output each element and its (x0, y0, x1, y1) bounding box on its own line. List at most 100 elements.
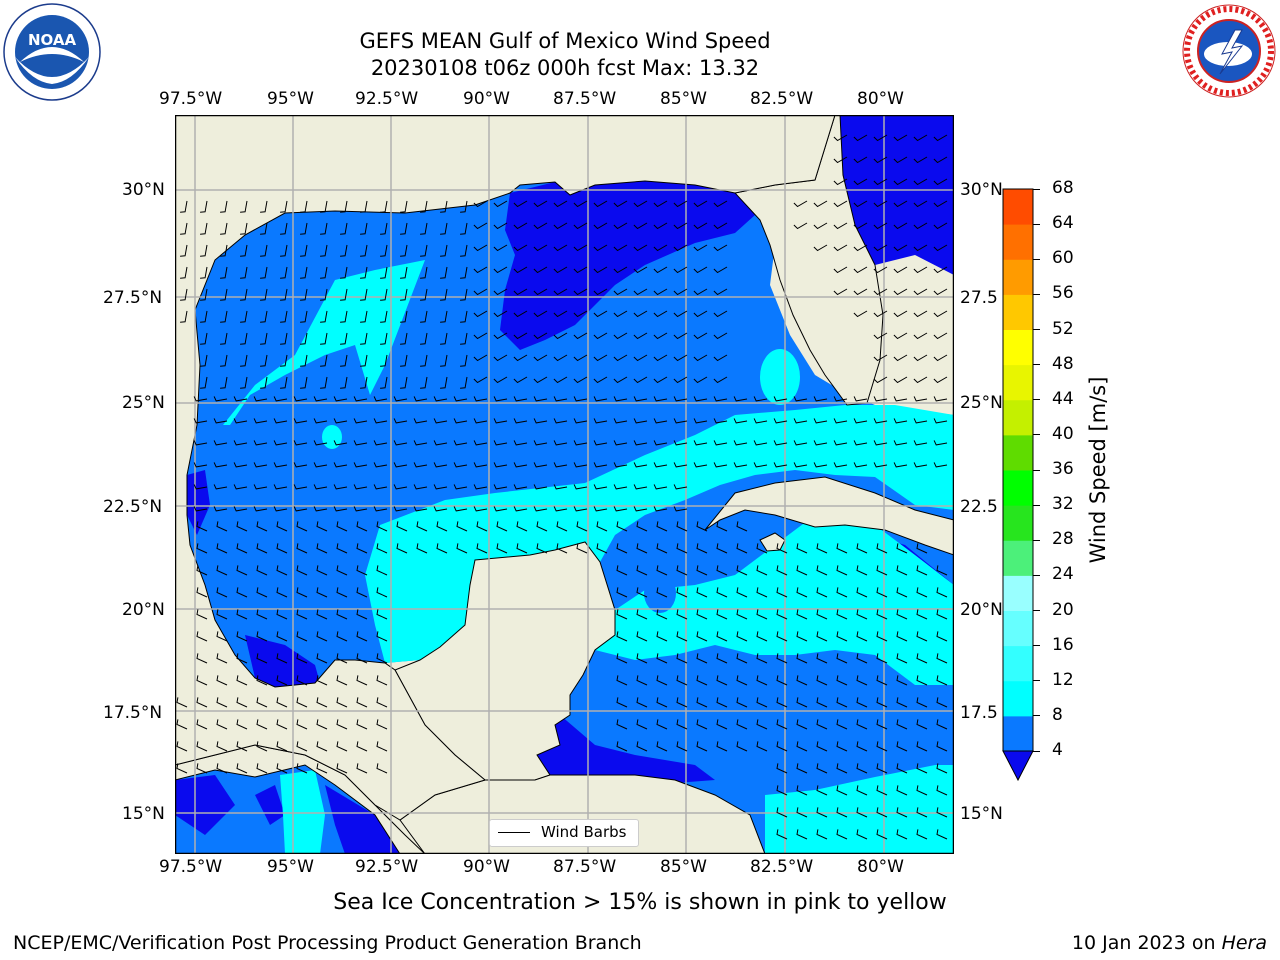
wind-barb (256, 741, 268, 752)
colorbar-cell (1003, 399, 1033, 436)
wind-barb (853, 418, 868, 424)
wind-barb (936, 631, 948, 642)
breeze-spot-caribbean (644, 573, 676, 613)
wind-barb (360, 222, 368, 235)
wind-barb (273, 396, 288, 402)
wind-barb (200, 332, 208, 345)
wind-barb (756, 565, 768, 576)
wind-barb (493, 418, 508, 424)
wind-barb (593, 288, 608, 296)
wind-barb (400, 310, 408, 323)
wind-barb (913, 354, 928, 362)
wind-barb (833, 418, 848, 424)
wind-barb (553, 266, 568, 274)
wind-barb (516, 521, 528, 532)
wind-barb (356, 543, 368, 554)
wind-barb (873, 376, 888, 384)
wind-barb (733, 440, 748, 446)
wind-barb (856, 697, 868, 708)
breeze-region-pacific (280, 770, 325, 854)
wind-barb (176, 719, 188, 730)
wind-barb (420, 244, 428, 257)
wind-barb (213, 440, 228, 446)
wind-barb (193, 440, 208, 446)
wind-barb (316, 609, 328, 620)
wind-barb (320, 332, 328, 345)
wind-barb (916, 763, 928, 774)
wind-barb (833, 244, 848, 252)
wind-barb (373, 484, 388, 490)
wind-barb (473, 440, 488, 446)
wind-barb (393, 484, 408, 490)
wind-barb (380, 310, 388, 323)
wind-barb (836, 719, 848, 730)
wind-barb (833, 440, 848, 446)
wind-barb (276, 697, 288, 708)
wind-barb (713, 396, 728, 402)
wind-barb (216, 675, 228, 686)
wind-barb (893, 310, 908, 318)
colorbar-tick-label: 28 (1052, 529, 1074, 550)
wind-barb (796, 741, 808, 752)
wind-barb (673, 462, 688, 468)
wind-barb (473, 288, 488, 296)
wind-barb (776, 609, 788, 620)
wind-barb (256, 587, 268, 598)
wind-barb (233, 506, 248, 512)
wind-barb (300, 354, 308, 367)
wind-barb (736, 675, 748, 686)
wind-barb (816, 829, 828, 840)
wind-barb (693, 354, 708, 362)
colorbar-tick-mark (1033, 434, 1040, 436)
wind-barb (613, 266, 628, 274)
wind-barb (553, 222, 568, 230)
wind-barb (616, 675, 628, 686)
wind-barb (260, 200, 268, 213)
wind-barb (673, 396, 688, 402)
wind-barb (896, 675, 908, 686)
wind-barb (833, 156, 848, 164)
wind-barb (816, 587, 828, 598)
colorbar-extend-triangle (1002, 750, 1034, 782)
wind-barb (513, 222, 528, 230)
wind-barb (873, 266, 888, 274)
lon-label-top: 80°W (857, 89, 904, 109)
wind-barb (296, 741, 308, 752)
breeze-region-central (365, 405, 954, 663)
wind-barb (716, 697, 728, 708)
wind-barb (556, 543, 568, 554)
wind-barb (260, 266, 268, 279)
wind-barb (200, 222, 208, 235)
wind-barb (296, 631, 308, 642)
wind-barb (316, 631, 328, 642)
wind-barb (933, 134, 948, 142)
wind-barb (356, 653, 368, 664)
wind-barb (220, 222, 228, 235)
wind-barb (473, 332, 488, 340)
wind-barb (336, 565, 348, 576)
wind-barb (756, 609, 768, 620)
wind-barb (316, 565, 328, 576)
wind-barb (333, 462, 348, 468)
wind-barb (936, 807, 948, 818)
wind-barb (836, 829, 848, 840)
wind-barb (553, 440, 568, 446)
wind-barb (573, 462, 588, 468)
wind-barb (913, 440, 928, 446)
wind-barb (276, 521, 288, 532)
wind-barb (656, 565, 668, 576)
wind-barb (916, 631, 928, 642)
wind-barb (573, 244, 588, 252)
wind-barb (813, 244, 828, 252)
wind-barb (793, 396, 808, 402)
wind-barb (596, 543, 608, 554)
wind-barb (336, 719, 348, 730)
wind-barb (460, 310, 468, 323)
wind-barb (653, 222, 668, 230)
wind-barb (813, 200, 828, 208)
wind-barb (856, 829, 868, 840)
wind-barb (340, 244, 348, 257)
wind-barb (593, 200, 608, 208)
wind-barb (296, 719, 308, 730)
wind-barb (473, 418, 488, 424)
